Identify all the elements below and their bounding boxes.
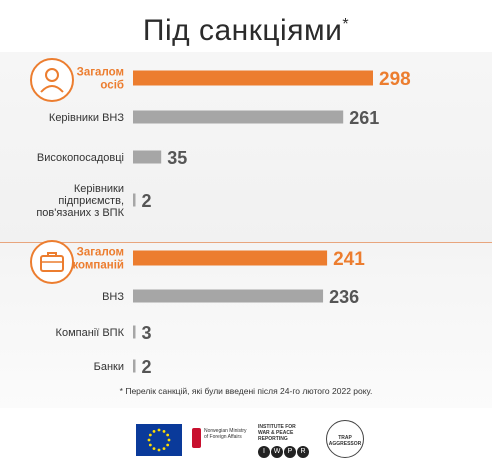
eu-star-icon: [162, 429, 166, 433]
value-label-people-3: 2: [142, 191, 152, 211]
category-label-people-1: Керівники ВНЗ: [49, 112, 124, 124]
bar-people-1: [133, 110, 344, 124]
companies-section-background: [0, 243, 492, 408]
mfa-text-line-1: Norwegian Ministry: [204, 428, 247, 434]
iwpr-letter-w: W: [271, 446, 283, 458]
person-icon: [30, 58, 74, 102]
value-label-people-0: 298: [379, 69, 411, 90]
eu-star-icon: [147, 438, 151, 442]
category-label-companies-3: Банки: [94, 361, 124, 373]
eu-star-icon: [148, 443, 152, 447]
norwegian-mfa-logo: Norwegian Ministry of Foreign Affairs: [192, 424, 254, 456]
bar-people-2: [133, 150, 162, 164]
mfa-text-line-2: of Foreign Affairs: [204, 434, 242, 440]
iwpr-letter-p: P: [284, 446, 296, 458]
value-label-companies-0: 241: [333, 249, 365, 270]
bar-people-0: [133, 70, 373, 86]
category-label-companies-1: ВНЗ: [102, 291, 124, 303]
norway-lion-icon: [192, 428, 201, 448]
page-title: Під санкціями*: [0, 14, 492, 48]
eu-star-icon: [152, 429, 156, 433]
iwpr-text-line-2: WAR & PEACE REPORTING: [258, 430, 294, 442]
trap-text-line-1: TRAP: [338, 435, 352, 441]
value-label-people-2: 35: [167, 148, 187, 168]
footnote: * Перелік санкцій, які були введені післ…: [119, 386, 373, 396]
eu-star-icon: [166, 433, 170, 437]
category-label-people-2: Високопосадовці: [37, 152, 124, 164]
value-label-companies-2: 3: [142, 323, 152, 343]
value-label-people-1: 261: [349, 108, 379, 128]
iwpr-text-line-1: INSTITUTE FOR: [258, 424, 296, 430]
category-label-companies-0: Загалом компаній: [72, 247, 124, 272]
iwpr-letter-r: R: [297, 446, 309, 458]
section-divider: [0, 242, 492, 243]
trap-text-line-2: AGGRESSOR: [328, 441, 362, 447]
category-label-people-0: Загалом осіб: [77, 67, 124, 92]
eu-star-icon: [157, 448, 161, 452]
value-label-companies-1: 236: [329, 287, 359, 307]
bar-companies-2: [133, 325, 136, 339]
title-text: Під санкціями: [142, 14, 343, 47]
eu-star-icon: [152, 447, 156, 451]
eu-star-icon: [166, 443, 170, 447]
trap-aggressor-logo: TRAP AGGRESSOR: [326, 420, 364, 458]
partner-logos: Norwegian Ministry of Foreign Affairs IN…: [0, 416, 492, 466]
eu-star-icon: [167, 438, 171, 442]
title-footnote-mark: *: [342, 16, 350, 33]
eu-star-icon: [157, 428, 161, 432]
bar-companies-1: [133, 289, 324, 303]
eu-star-icon: [148, 433, 152, 437]
bar-people-3: [133, 193, 136, 207]
eu-star-icon: [162, 447, 166, 451]
value-label-companies-3: 2: [142, 357, 152, 377]
bar-companies-3: [133, 359, 136, 373]
category-label-companies-2: Компанії ВПК: [56, 327, 125, 339]
eu-flag-icon: [136, 424, 182, 456]
bar-companies-0: [133, 250, 328, 266]
category-label-people-3: Керівники підприємств, пов'язаних з ВПК: [36, 183, 124, 219]
briefcase-icon: [30, 240, 74, 284]
iwpr-letter-i: I: [258, 446, 270, 458]
